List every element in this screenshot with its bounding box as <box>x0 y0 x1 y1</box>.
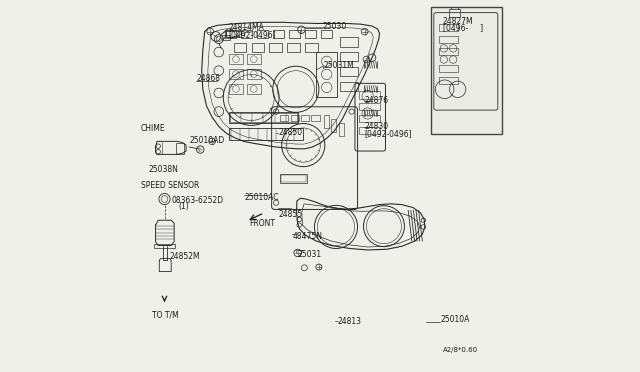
Bar <box>282 175 306 182</box>
Text: [0496-     ]: [0496- ] <box>443 23 483 32</box>
Bar <box>360 91 380 99</box>
Text: [0492-0496]: [0492-0496] <box>229 30 276 39</box>
Text: 24855: 24855 <box>278 210 303 219</box>
Bar <box>340 67 358 76</box>
Text: TO T/M: TO T/M <box>152 311 179 320</box>
Bar <box>340 52 358 61</box>
Text: [0492-0496]: [0492-0496] <box>365 129 412 138</box>
Bar <box>449 9 460 17</box>
Text: 24814MA: 24814MA <box>229 23 265 32</box>
Text: (1): (1) <box>178 202 189 211</box>
Bar <box>289 30 300 38</box>
Bar <box>339 123 344 136</box>
Bar <box>257 30 268 38</box>
Bar <box>225 30 236 38</box>
Text: 24813: 24813 <box>338 317 362 326</box>
Text: 24852M: 24852M <box>170 252 200 261</box>
Text: SPEED SENSOR: SPEED SENSOR <box>141 181 199 190</box>
Bar <box>305 30 316 38</box>
Text: 24830: 24830 <box>365 122 388 131</box>
Bar <box>287 43 300 52</box>
Text: 25010AD: 25010AD <box>189 136 224 145</box>
Bar <box>360 103 380 110</box>
Bar <box>229 128 303 140</box>
Text: 25038N: 25038N <box>149 165 179 174</box>
Text: 24868: 24868 <box>196 74 221 83</box>
Bar <box>227 31 241 37</box>
Bar <box>176 143 184 154</box>
Text: 48475N: 48475N <box>293 232 323 241</box>
Bar <box>439 77 458 84</box>
Bar <box>321 30 332 38</box>
Bar <box>324 115 329 128</box>
Text: 24850: 24850 <box>278 128 303 137</box>
Bar <box>312 115 319 121</box>
Text: 25010AC: 25010AC <box>245 193 279 202</box>
Text: 08363-6252D: 08363-6252D <box>172 196 223 205</box>
Bar <box>229 84 243 94</box>
Bar <box>340 37 358 46</box>
Text: FRONT: FRONT <box>250 219 275 228</box>
Bar <box>316 52 337 97</box>
Text: 25031: 25031 <box>298 250 322 259</box>
Bar <box>360 115 380 122</box>
Bar <box>280 115 289 121</box>
Bar <box>230 113 296 122</box>
Bar <box>305 43 318 52</box>
Bar <box>439 24 458 31</box>
Bar <box>431 7 502 134</box>
Bar <box>241 30 252 38</box>
Text: 25031M: 25031M <box>324 61 355 70</box>
Bar <box>301 115 309 121</box>
Bar <box>222 35 230 40</box>
Text: 24876: 24876 <box>365 96 388 105</box>
Bar <box>234 43 246 52</box>
Bar <box>360 127 380 134</box>
Bar <box>246 84 261 94</box>
Bar <box>331 119 337 132</box>
Bar <box>229 69 243 79</box>
Bar <box>269 43 282 52</box>
Bar <box>252 43 264 52</box>
Text: 25010A: 25010A <box>441 315 470 324</box>
Bar <box>273 30 284 38</box>
Bar <box>439 48 458 55</box>
Bar <box>291 115 299 121</box>
Text: 25030: 25030 <box>323 22 348 31</box>
Bar <box>246 69 261 79</box>
Bar <box>340 82 358 91</box>
Text: CHIME: CHIME <box>141 124 165 133</box>
Text: A2/8*0.60: A2/8*0.60 <box>443 347 478 353</box>
Bar <box>439 36 458 43</box>
Bar <box>246 54 261 64</box>
Bar <box>280 174 307 183</box>
Bar <box>229 112 298 123</box>
Bar <box>439 65 458 72</box>
Bar <box>229 54 243 64</box>
Bar <box>154 244 175 248</box>
Text: 24827M: 24827M <box>443 17 474 26</box>
